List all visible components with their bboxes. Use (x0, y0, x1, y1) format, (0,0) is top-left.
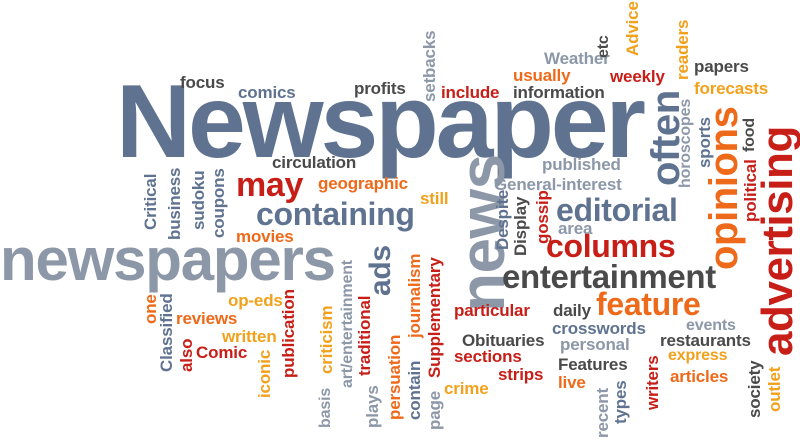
word-sudoku: sudoku (189, 170, 208, 230)
word-newspapers: newspapers (0, 226, 336, 293)
word-profits: profits (354, 79, 406, 98)
word-features: Features (558, 355, 628, 374)
word-movies: movies (236, 227, 294, 246)
word-sections: sections (454, 347, 522, 366)
word-papers: papers (694, 57, 749, 76)
word-personal: personal (560, 335, 630, 354)
word-events: events (686, 317, 736, 334)
word-general-interest: General-interest (494, 175, 622, 194)
word-sports: sports (695, 117, 714, 168)
word-live: live (558, 373, 586, 392)
word-express: express (668, 347, 728, 364)
word-ads: ads (364, 245, 397, 296)
word-contain: contain (405, 360, 424, 420)
word-advice: Advice (623, 1, 642, 56)
word-may: may (236, 166, 304, 204)
word-weekly: weekly (610, 67, 665, 86)
word-recent: recent (593, 387, 612, 438)
word-op-eds: op-eds (228, 291, 283, 310)
word-columns: columns (546, 228, 676, 264)
word-newspaper: Newspaper (116, 64, 646, 180)
word-written: written (222, 327, 277, 346)
word-society: society (745, 360, 764, 418)
word-articles: articles (670, 367, 729, 386)
word-writers: writers (643, 355, 662, 410)
word-particular: particular (454, 301, 530, 320)
word-coupons: coupons (209, 168, 228, 238)
word-crosswords: crosswords (552, 319, 646, 338)
word-published: published (542, 155, 621, 174)
word-criticism: criticism (317, 305, 336, 374)
word-crime: crime (444, 379, 489, 398)
word-reviews: reviews (176, 309, 238, 328)
word-setbacks: setbacks (420, 30, 439, 102)
word-containing: containing (256, 196, 415, 232)
word-etc: etc (595, 35, 612, 58)
word-forecasts: forecasts (694, 79, 769, 98)
word-usually: usually (513, 66, 571, 85)
word-persuation: persuation (385, 334, 404, 420)
word-strips: strips (498, 365, 544, 384)
word-iconic: iconic (255, 349, 274, 398)
word-circulation: circulation (272, 153, 357, 172)
word-entertainment: entertainment (502, 258, 716, 295)
word-advertising: advertising (753, 126, 800, 356)
word-daily: daily (553, 301, 591, 320)
word-outlet: outlet (765, 366, 784, 412)
word-comic: Comic (196, 343, 248, 362)
word-types: types (611, 380, 630, 424)
word-weather: Weather (544, 49, 610, 68)
word-art-entertainment: art/entertainment (339, 260, 356, 388)
word-display: Display (511, 196, 530, 256)
word-horoscopes: horoscopes (677, 98, 694, 188)
word-focus: focus (180, 73, 225, 92)
word-plays: plays (363, 385, 382, 428)
word-traditional: traditional (355, 295, 374, 376)
word-classified: Classified (157, 293, 176, 372)
word-obituaries: Obituaries (462, 331, 545, 350)
word-basis: basis (317, 387, 334, 428)
word-supplementary: Supplementary (425, 257, 444, 378)
word-include: include (441, 83, 500, 102)
word-despite: Despite (493, 189, 512, 250)
word-also: also (177, 338, 196, 372)
word-area: area (558, 219, 593, 238)
word-information: information (513, 83, 605, 102)
word-food: food (741, 117, 758, 152)
word-geographic: geographic (318, 174, 408, 193)
word-page: page (425, 391, 444, 430)
word-editorial: editorial (556, 192, 678, 228)
word-readers: readers (673, 19, 692, 80)
word-critical: Critical (141, 173, 160, 230)
word-business: business (165, 167, 184, 240)
word-political: political (741, 159, 760, 222)
word-still: still (420, 189, 449, 208)
word-restaurants: restaurants (660, 331, 751, 350)
word-feature: feature (596, 286, 701, 322)
word-publication: publication (279, 289, 298, 378)
word-comics: comics (238, 83, 296, 102)
word-gossip: gossip (533, 190, 552, 244)
word-journalism: journalism (405, 253, 424, 338)
